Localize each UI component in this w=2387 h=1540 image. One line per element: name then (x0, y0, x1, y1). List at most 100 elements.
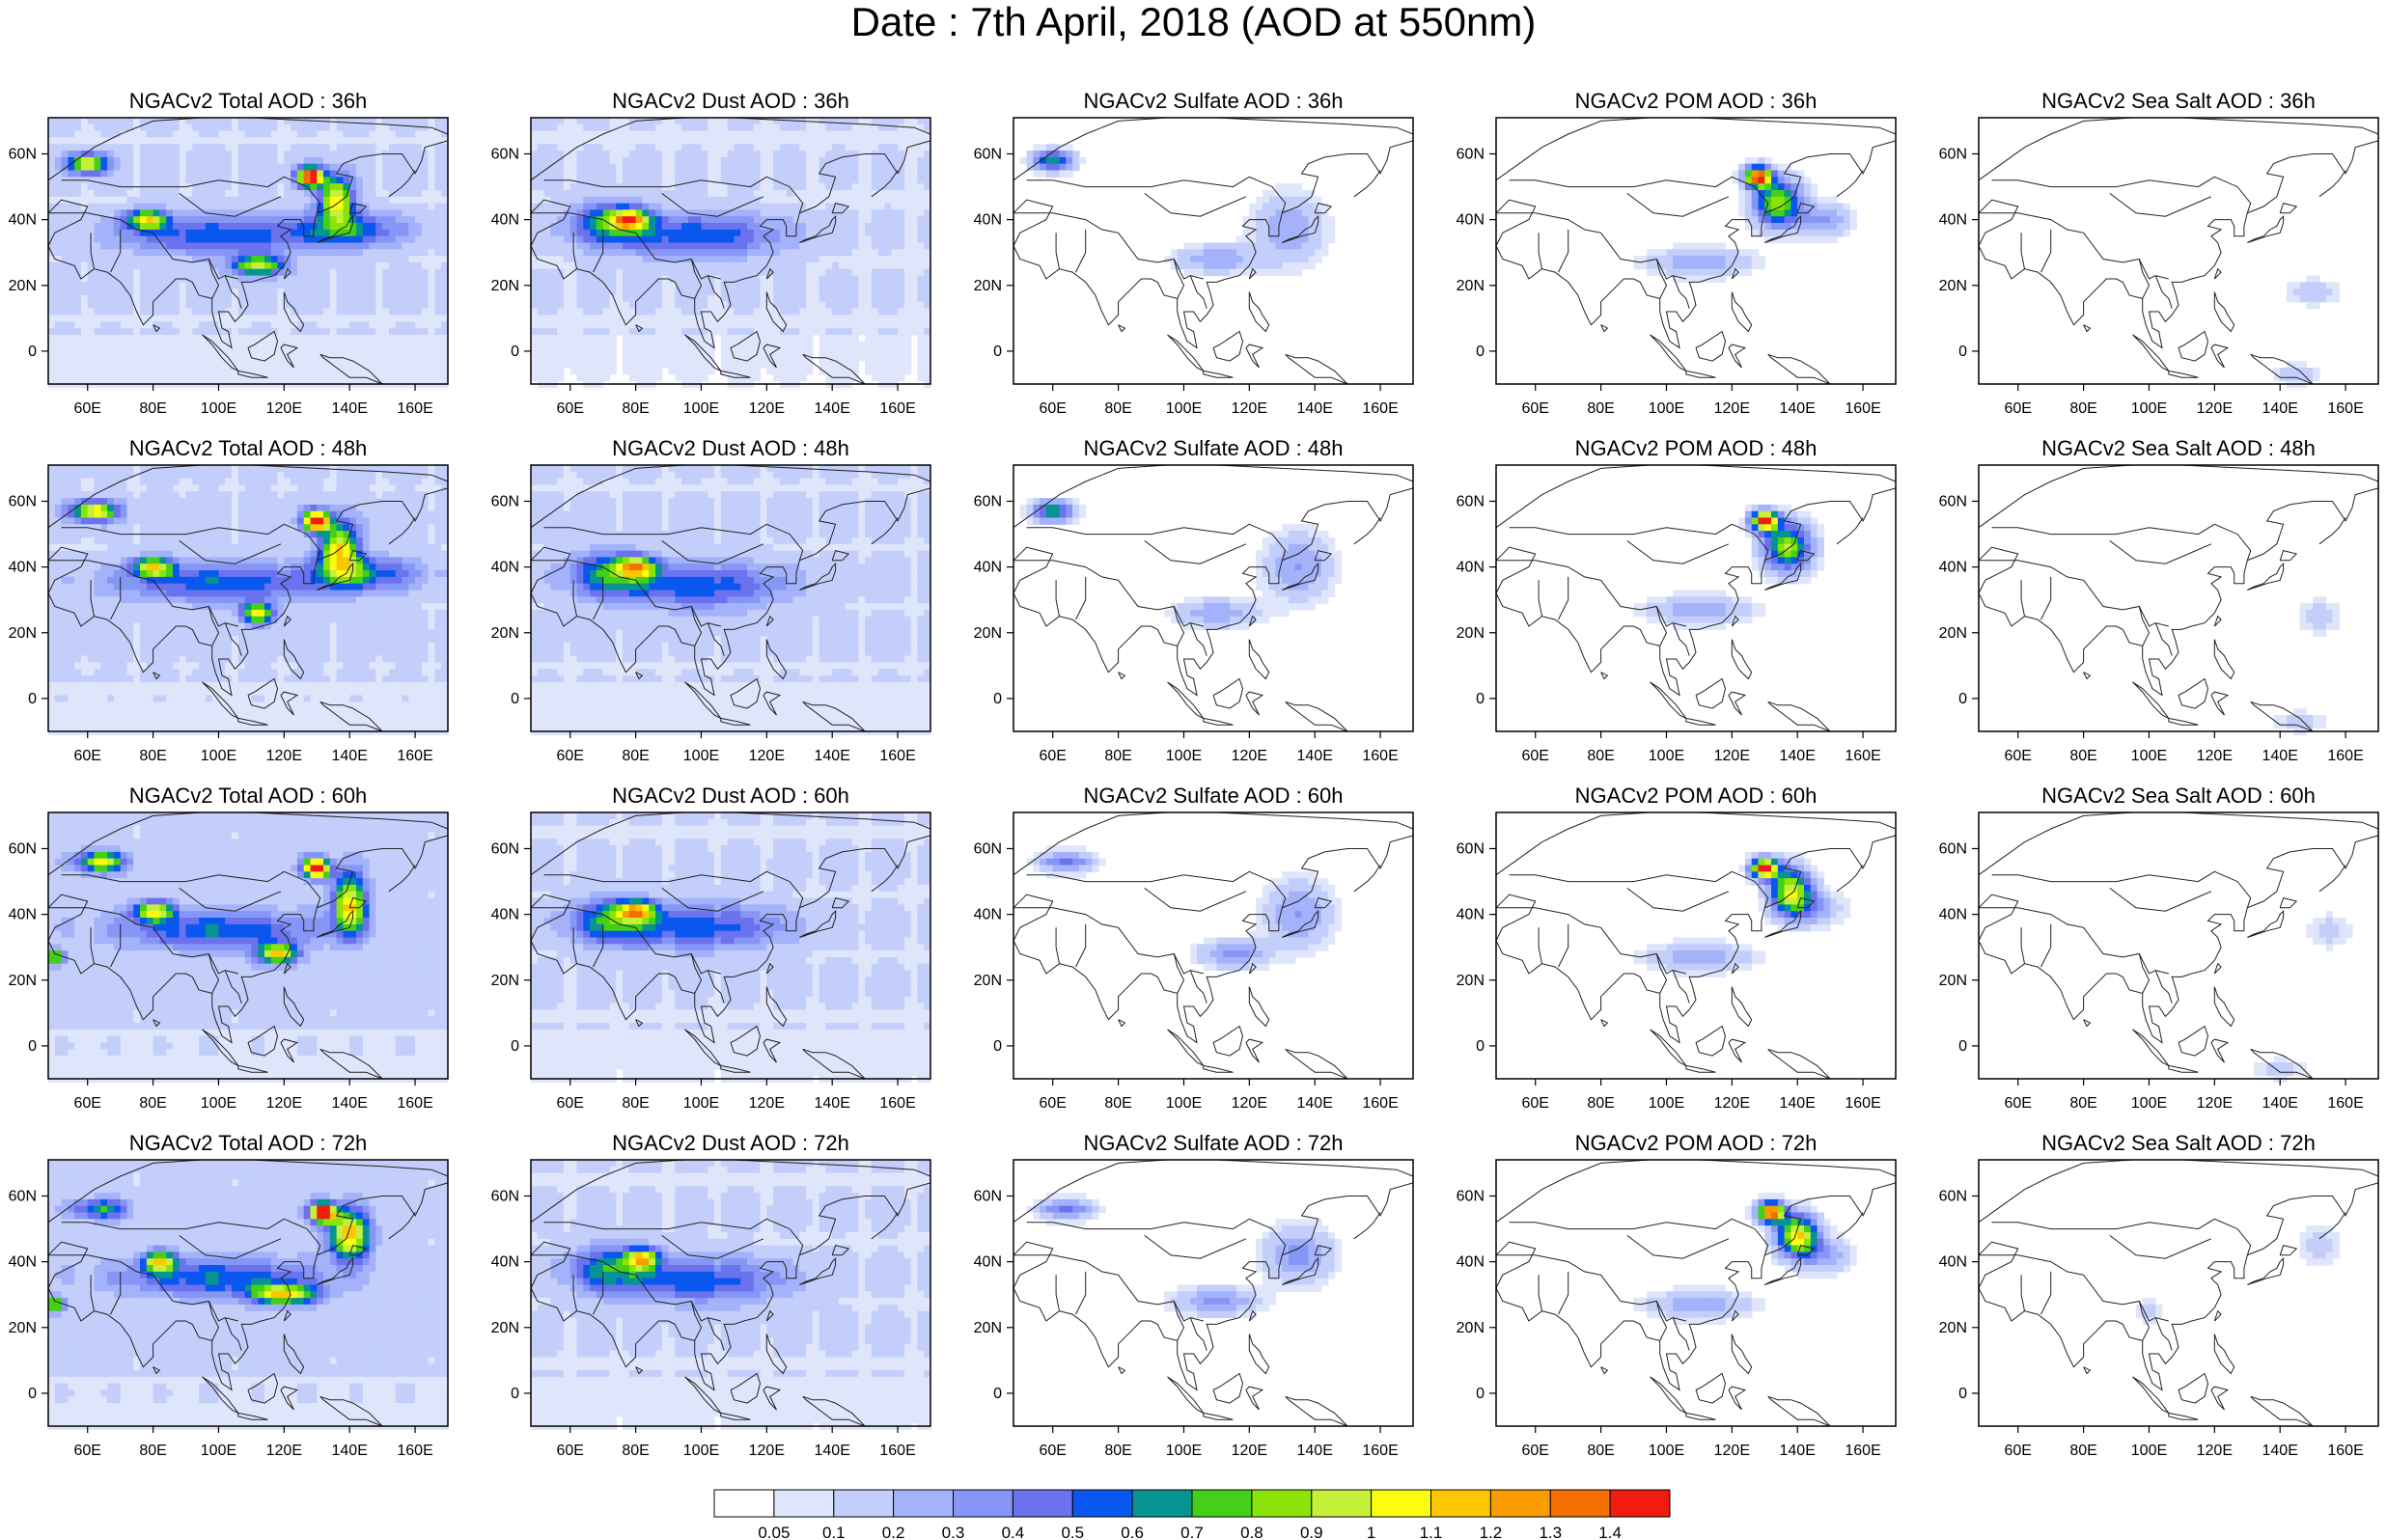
aod-shading (2135, 1225, 2340, 1325)
y-tick-label: 40N (491, 560, 519, 576)
y-tick-label: 60N (9, 493, 37, 509)
map-frame (1013, 811, 1414, 1080)
y-tick-label: 60N (974, 146, 1002, 162)
x-tick-label: 100E (683, 1095, 719, 1112)
x-tick-label: 140E (815, 1095, 850, 1112)
y-tick-label: 60N (1939, 146, 1967, 162)
panel-sulfate-row1: NGACv2 Sulfate AOD : 36h 60E 80E 100E 120E 14… (974, 89, 1414, 417)
x-tick-label: 120E (1714, 400, 1750, 417)
x-tick-label: 160E (879, 1443, 915, 1459)
x-tick-label: 160E (397, 400, 432, 417)
x-tick-label: 120E (1714, 1443, 1750, 1459)
panel-seasalt-row1: NGACv2 Sea Salt AOD : 36h 60E 80E 100E 120E 1… (1939, 89, 2379, 417)
y-tick-label: 40N (1457, 212, 1485, 229)
y-tick-label: 60N (491, 146, 519, 162)
y-tick-label: 60N (491, 840, 519, 857)
map-frame (1495, 117, 1897, 385)
x-tick-label: 60E (1039, 1095, 1066, 1112)
panel-seasalt-row3: NGACv2 Sea Salt AOD : 60h 60E 80E 100E 120E 1… (1939, 784, 2379, 1112)
x-tick-label: 100E (683, 748, 719, 764)
panel-total-row4: NGACv2 Total AOD : 72h 60E 80E 100E 120E 140E… (9, 1131, 449, 1459)
x-tick-label: 160E (1362, 1095, 1398, 1112)
y-tick-label: 20N (1457, 625, 1485, 642)
x-tick-label: 140E (332, 400, 368, 417)
y-tick-label: 0 (1476, 691, 1485, 707)
y-tick-label: 40N (974, 560, 1002, 576)
y-tick-label: 20N (1457, 278, 1485, 294)
x-tick-label: 100E (2131, 748, 2167, 764)
y-tick-label: 40N (1939, 907, 1967, 923)
x-tick-label: 120E (266, 1443, 302, 1459)
colorbar-label: 0.05 (758, 1524, 790, 1540)
aod-shading (531, 812, 931, 1083)
coastlines (1013, 1159, 1414, 1427)
x-tick-label: 140E (1297, 400, 1333, 417)
y-tick-label: 20N (9, 1320, 37, 1336)
y-tick-label: 20N (491, 278, 519, 294)
x-tick-label: 140E (1780, 1095, 1816, 1112)
map-frame (1495, 1159, 1897, 1427)
panel-title: NGACv2 Dust AOD : 72h (612, 1131, 849, 1155)
panel-title: NGACv2 Dust AOD : 36h (612, 89, 849, 113)
colorbar-cell (713, 1489, 775, 1518)
y-tick-label: 20N (491, 1320, 519, 1336)
y-tick-label: 0 (28, 344, 37, 360)
y-tick-label: 60N (491, 493, 519, 509)
x-tick-label: 60E (1039, 400, 1066, 417)
y-tick-label: 20N (9, 278, 37, 294)
y-tick-label: 0 (1958, 1038, 1967, 1055)
x-tick-label: 160E (1845, 1443, 1880, 1459)
y-tick-label: 60N (974, 493, 1002, 509)
x-tick-label: 120E (266, 1095, 302, 1112)
aod-shading (1019, 144, 1336, 277)
y-tick-label: 40N (9, 907, 37, 923)
panel-pom-row3: NGACv2 POM AOD : 60h 60E 80E 100E 120E 140E 16… (1457, 784, 1897, 1112)
colorbar-cell (833, 1489, 895, 1518)
aod-shading (48, 118, 449, 388)
y-tick-label: 40N (9, 560, 37, 576)
x-tick-label: 60E (556, 1443, 583, 1459)
aod-shading (2273, 275, 2340, 388)
x-tick-label: 80E (622, 1443, 649, 1459)
map-frame (47, 117, 449, 385)
x-tick-label: 160E (879, 1095, 915, 1112)
x-tick-label: 100E (1649, 400, 1684, 417)
x-tick-label: 80E (139, 1095, 166, 1112)
x-tick-label: 140E (332, 1443, 368, 1459)
y-tick-label: 0 (1476, 1386, 1485, 1402)
colorbar-cell (773, 1489, 835, 1518)
coastlines (47, 1159, 449, 1427)
panel-dust-row2: NGACv2 Dust AOD : 48h 60E 80E 100E 120E 140E 1… (491, 436, 931, 764)
x-tick-label: 160E (1362, 1443, 1398, 1459)
y-tick-label: 40N (9, 1254, 37, 1271)
panel-total-row2: NGACv2 Total AOD : 48h 60E 80E 100E 120E 140E… (9, 436, 449, 764)
colorbar-label: 1 (1367, 1524, 1375, 1540)
y-tick-label: 40N (974, 1254, 1002, 1271)
colorbar-cell (1131, 1489, 1193, 1518)
x-tick-label: 140E (2262, 400, 2298, 417)
x-tick-label: 140E (1780, 1443, 1816, 1459)
map-frame (530, 117, 931, 385)
y-tick-label: 40N (1939, 212, 1967, 229)
colorbar-cell (1371, 1489, 1431, 1518)
x-tick-label: 100E (201, 748, 236, 764)
colorbar-label: 0.1 (822, 1524, 846, 1540)
x-tick-label: 140E (1297, 1095, 1333, 1112)
x-tick-label: 120E (2197, 1095, 2233, 1112)
y-tick-label: 60N (974, 1188, 1002, 1204)
y-tick-label: 20N (974, 278, 1002, 294)
aod-shading (1633, 851, 1851, 977)
y-tick-label: 60N (1457, 493, 1485, 509)
x-tick-label: 100E (683, 1443, 719, 1459)
x-tick-label: 100E (1649, 748, 1684, 764)
x-tick-label: 60E (556, 748, 583, 764)
x-tick-label: 80E (622, 400, 649, 417)
x-tick-label: 160E (1845, 748, 1880, 764)
colorbar-label: 1.4 (1598, 1524, 1622, 1540)
x-tick-label: 160E (397, 748, 432, 764)
map-frame (530, 1159, 931, 1427)
colorbar-label: 1.2 (1480, 1524, 1503, 1540)
x-tick-label: 120E (1232, 1095, 1267, 1112)
y-tick-label: 40N (974, 907, 1002, 923)
x-tick-label: 160E (397, 1443, 432, 1459)
